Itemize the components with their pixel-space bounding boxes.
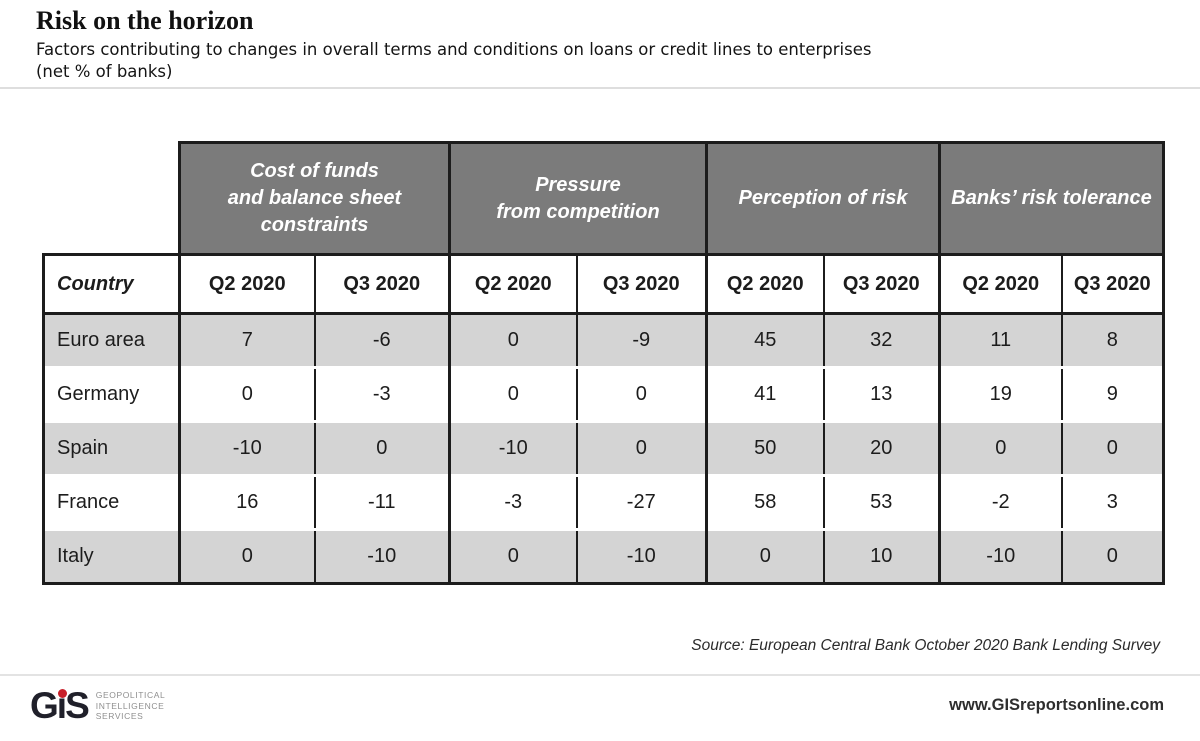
cell-value: 58 [705,474,824,530]
cell-value: 0 [178,528,315,585]
subtitle-line-1: Factors contributing to changes in overa… [36,40,872,59]
cell-value: 50 [705,420,824,476]
cell-value: 19 [938,366,1062,422]
cell-value: 7 [178,313,315,368]
cell-value: 0 [178,366,315,422]
cell-value: 10 [822,528,940,585]
gis-logo-red-dot-icon [57,689,67,698]
footer-divider [0,674,1200,676]
cell-value: 45 [705,313,824,368]
cell-value: 11 [938,313,1062,368]
cell-value: 0 [448,313,577,368]
data-table-wrap: Cost of funds and balance sheet constrai… [42,141,1165,585]
table-corner-spacer [43,142,180,255]
page-title: Risk on the horizon [36,6,254,35]
row-label: Germany [42,366,180,422]
column-header-q3-2020: Q3 2020 [822,253,940,315]
group-header-pressure-competition: Pressure from competition [448,141,708,256]
gis-logo-tagline: GEOPOLITICAL INTELLIGENCE SERVICES [95,690,166,722]
cell-value: 3 [1060,474,1165,530]
table-row-france: France 16 -11 -3 -27 58 53 -2 3 [42,474,1165,530]
cell-value: 0 [705,528,824,585]
subtitle-line-2: (net % of banks) [36,62,173,81]
cell-value: -10 [313,528,450,585]
cell-value: 53 [822,474,940,530]
cell-value: -6 [313,313,450,368]
cell-value: 0 [448,366,577,422]
header-divider [0,87,1200,89]
column-header-q3-2020: Q3 2020 [313,253,450,315]
cell-value: -27 [575,474,707,530]
cell-value: 0 [1060,420,1165,476]
row-label: Spain [42,420,180,476]
cell-value: -3 [448,474,577,530]
group-header-cost-of-funds: Cost of funds and balance sheet constrai… [178,141,451,256]
table-row-euro-area: Euro area 7 -6 0 -9 45 32 11 8 [42,313,1165,368]
column-header-q2-2020: Q2 2020 [938,253,1062,315]
cell-value: 41 [705,366,824,422]
column-header-q3-2020: Q3 2020 [1060,253,1165,315]
group-header-perception-of-risk: Perception of risk [705,141,941,256]
column-header-q2-2020: Q2 2020 [448,253,577,315]
row-label: France [42,474,180,530]
cell-value: 0 [575,366,707,422]
column-header-q2-2020: Q2 2020 [178,253,315,315]
cell-value: -10 [575,528,707,585]
risk-data-table: Cost of funds and balance sheet constrai… [42,141,1165,585]
column-header-q3-2020: Q3 2020 [575,253,707,315]
cell-value: -10 [448,420,577,476]
row-label: Italy [42,528,180,585]
table-row-spain: Spain -10 0 -10 0 50 20 0 0 [42,420,1165,476]
cell-value: 0 [938,420,1062,476]
page-subtitle: Factors contributing to changes in overa… [36,39,871,83]
cell-value: -10 [938,528,1062,585]
row-label: Euro area [42,313,180,368]
cell-value: 0 [1060,528,1165,585]
cell-value: 0 [448,528,577,585]
cell-value: 8 [1060,313,1165,368]
footer: Gı S GEOPOLITICAL INTELLIGENCE SERVICES w… [0,676,1200,741]
cell-value: -2 [938,474,1062,530]
column-header-country: Country [42,253,180,315]
website-url: www.GISreportsonline.com [949,696,1164,714]
cell-value: -11 [313,474,450,530]
cell-value: 16 [178,474,315,530]
cell-value: -9 [575,313,707,368]
column-header-q2-2020: Q2 2020 [705,253,824,315]
cell-value: 20 [822,420,940,476]
table-row-italy: Italy 0 -10 0 -10 0 10 -10 0 [42,528,1165,585]
cell-value: 9 [1060,366,1165,422]
cell-value: 32 [822,313,940,368]
gis-logo: Gı S GEOPOLITICAL INTELLIGENCE SERVICES [30,686,165,726]
cell-value: 0 [313,420,450,476]
column-header-row: Country Q2 2020 Q3 2020 Q2 2020 Q3 2020 … [42,253,1165,315]
cell-value: 13 [822,366,940,422]
source-attribution: Source: European Central Bank October 20… [691,637,1160,654]
cell-value: 0 [575,420,707,476]
cell-value: -10 [178,420,315,476]
title-block: Risk on the horizon Factors contributing… [36,6,871,83]
table-row-germany: Germany 0 -3 0 0 41 13 19 9 [42,366,1165,422]
group-header-risk-tolerance: Banks’ risk tolerance [938,141,1165,256]
cell-value: -3 [313,366,450,422]
group-header-row: Cost of funds and balance sheet constrai… [43,141,1165,256]
gis-logo-wordmark: Gı S [30,685,90,726]
